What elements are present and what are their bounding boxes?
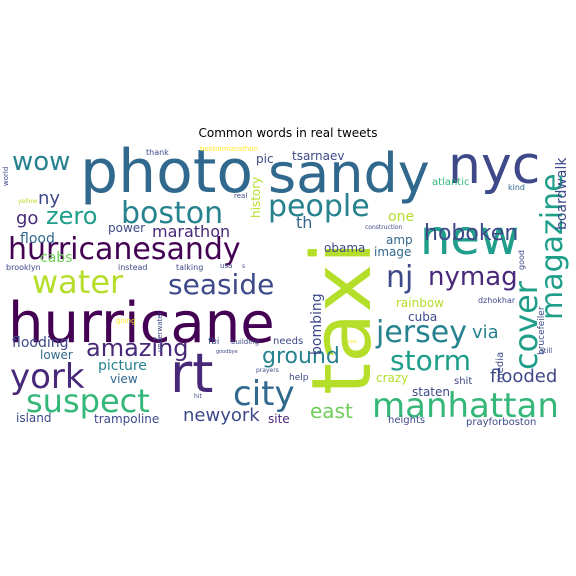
word-media: media [495,352,506,383]
word-via: via [472,322,499,343]
word-island: island [16,411,52,425]
word-cover: cover [507,280,545,370]
word-hoboken: hoboken [424,221,518,246]
word-view: view [110,372,138,386]
word-suspect: suspect [26,382,150,420]
word-shit: shit [454,376,472,387]
word-power: power [108,221,145,235]
word-flooding: flooding [12,335,69,351]
word-nymag: nymag [428,262,518,292]
word-brooklyn: brooklyn [6,263,41,272]
word-sandy: sandy [268,142,430,205]
word-underwater: underwater [156,311,164,352]
word-needs: needs [273,336,303,347]
word-zero: zero [46,202,97,230]
word-boardwalk: boardwalk [554,157,570,230]
word-tsarnaev: tsarnaev [292,149,344,163]
word-marathon: marathon [152,222,230,241]
word-brucefeiler: brucefeiler [537,306,547,355]
word-new: new [420,210,519,266]
word-still: still [540,347,552,355]
word-wow: wow [12,147,70,177]
word-magazine: magazine [535,173,570,320]
word-s: s [242,263,245,270]
word-pic: pic [256,152,274,166]
word-bombing: bombing [309,293,325,355]
word-going: going [116,317,136,325]
word-manhattan: manhattan [372,386,559,426]
word-flooded: flooded [490,366,557,387]
word-building: building [231,338,259,346]
word-east: east [310,399,353,423]
word-nj: nj [386,260,413,295]
word-see: see [348,339,357,345]
word-one: one [388,209,414,225]
word-ground: ground [262,344,340,369]
word-th: th [296,213,312,232]
word-atlantic: atlantic [432,177,470,188]
word-picture: picture [98,358,147,374]
word-ny: ny [38,188,60,209]
word-prayforboston: prayforboston [466,417,536,428]
chart-title: Common words in real tweets [198,126,378,140]
word-nyc: nyc [448,136,540,196]
word-york: york [10,357,85,397]
word-image: image [374,245,411,259]
word-world: world [2,167,10,186]
word-site: site [268,412,290,426]
word-water: water [32,263,124,301]
word-instead: instead [118,263,148,272]
word-rt: rt [170,342,213,405]
word-city: city [233,374,295,414]
word-people: people [268,189,370,224]
word-amp: amp [386,233,413,247]
word-staten: staten [412,385,450,399]
word-talking: talking [176,263,203,272]
word-rainbow: rainbow [396,296,444,310]
word-dzhokhar: dzhokhar [478,296,516,305]
word-yellow: yellow [18,198,37,205]
word-real: real [234,192,247,200]
word-construction: construction [365,224,403,231]
word-lower: lower [40,348,73,362]
word-fbi: fbi [208,337,219,347]
word-amazing: amazing [86,334,189,362]
word-trampoline: trampoline [94,412,159,426]
word-bostonmarathon: bostonmarathon [200,145,258,153]
word-kind: kind [508,183,525,192]
word-hurricane: hurricane [8,291,275,356]
word-cuba: cuba [408,310,437,324]
word-good: good [517,250,526,270]
word-cabs: cabs [40,250,72,266]
word-storm: storm [390,344,471,377]
word-taxi: taxi [295,241,390,395]
word-flood: flood [20,231,55,247]
word-thank: thank [146,148,169,157]
word-boston: boston [121,196,223,231]
word-help: help [289,373,309,383]
word-jersey: jersey [375,315,467,350]
word-newyork: newyork [183,405,260,426]
word-photo: photo [80,137,253,207]
word-hurricanesandy: hurricanesandy [8,232,241,267]
word-prayers: prayers [256,367,279,374]
word-hit: hit [194,393,202,400]
word-seaside: seaside [168,268,274,301]
word-usa: usa [220,262,232,270]
word-crazy: crazy [376,371,408,385]
word-go: go [16,208,38,229]
word-goodbye: goodbye [216,349,238,355]
word-history: history [249,177,263,218]
word-obama: obama [324,241,365,255]
word-heights: heights [388,415,425,426]
